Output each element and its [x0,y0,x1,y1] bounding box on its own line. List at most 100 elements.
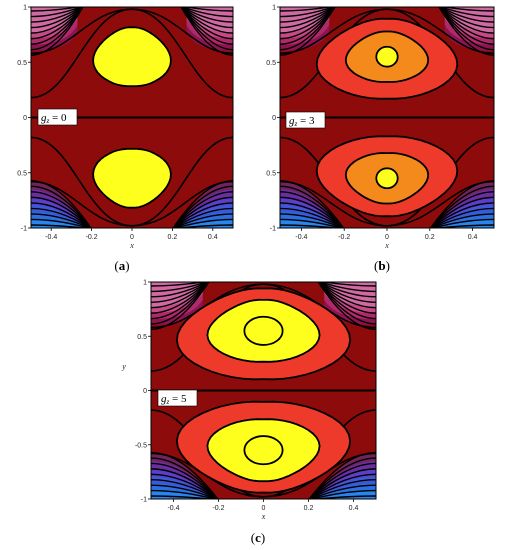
contour-line [309,489,376,499]
contour-panel-b: -0.4 -0.2 0 0.2 0.4 x -1 0.5 0 0.5 1 gz = 3 (b) [266,5,495,273]
contour-line [280,7,334,12]
contour-line [280,7,335,18]
contour-line [317,282,376,309]
y-tick-label: 1 [23,5,27,12]
vortex-core [243,435,284,466]
y-tick-label: 0.5 [266,170,276,177]
contour-line [31,213,92,228]
panel-label: (b) [374,258,390,273]
contour-line [31,224,90,228]
contour-line [280,202,345,228]
contour-line [280,224,342,228]
contour-line [317,282,376,298]
contour-line [151,489,218,499]
x-tick-label: -0.4 [295,234,307,241]
contour-line [318,282,376,293]
x-axis-label: x [384,241,389,250]
y-tick-label: 0.5 [137,334,147,341]
contour-line [429,202,494,228]
contour-line [31,7,84,56]
contour-line [311,495,376,499]
x-tick-label: 0 [385,234,389,241]
annotation-box [37,108,78,126]
plot-area [31,7,233,228]
x-tick-label: -0.2 [212,505,224,512]
vortex-core [92,26,172,88]
contour-line [151,282,209,293]
y-tick-label: -1 [141,497,147,504]
contour-line [280,7,336,56]
x-axis-label: x [261,512,266,521]
contour-line [438,7,494,23]
x-tick-label: 0.2 [304,505,314,512]
contour-line [280,213,344,228]
contour-line [151,282,210,331]
y-tick-label: -1 [270,226,276,233]
contour-line [309,484,376,499]
x-tick-label: -0.2 [338,234,350,241]
contour-line [151,495,216,499]
contour-line [172,196,233,228]
y-axis-label: y [121,362,126,371]
contour-line [151,468,219,499]
gz-annotation: gz = 0 [37,108,78,126]
contour-line [308,479,376,499]
x-tick-label: 0.4 [468,234,478,241]
contour-line [151,484,218,499]
annotation-text: gz = 3 [289,115,315,128]
contour-line [151,473,219,499]
x-tick-label: 0.4 [208,234,218,241]
contour-line [31,207,92,228]
annotation-box [157,389,198,407]
contour-line [439,7,494,18]
annotation-text: gz = 5 [161,393,187,406]
contour-line [31,7,83,18]
contour-line [317,282,376,331]
contour-line [31,8,233,99]
y-tick-label: -0.5 [135,442,147,449]
x-tick-label: 0 [262,505,266,512]
contour-line [280,196,345,228]
contour-line [280,218,344,228]
x-axis-label: x [129,241,134,250]
contour-line [280,7,336,29]
y-tick-label: 0.5 [17,170,27,177]
contour-line [172,202,233,228]
contour-panel-a: -0.4 -0.2 0 0.2 0.4 x -1 0.5 0 0.5 1 gz = 0 (a) [17,5,234,273]
y-tick-label: 0 [23,115,27,122]
vortex-core [375,45,399,68]
contour-line [438,7,494,56]
x-tick-label: 0.2 [168,234,178,241]
contour-line [31,196,92,228]
contour-line [438,7,494,34]
contour-line [440,7,494,12]
y-tick-label: 1 [272,5,276,12]
contour-line [430,213,494,228]
contour-line [280,7,336,23]
y-tick-label: -1 [21,226,27,233]
y-tick-label: 0.5 [266,60,276,67]
contour-line [31,7,84,23]
contour-line [432,224,494,228]
contour-line [31,136,233,227]
contour-line [317,282,376,303]
x-tick-label: -0.4 [167,505,179,512]
contour-line [280,7,336,34]
contour-line [180,7,233,23]
contour-line [31,7,84,29]
contour-line [31,7,82,12]
contour-line [280,8,494,99]
panel-label: (a) [114,258,129,273]
plot-area [280,7,494,228]
contour-line [181,7,233,18]
contour-line [438,7,494,29]
contour-line [174,224,233,228]
contour-line [430,207,494,228]
contour-line [31,202,92,228]
x-tick-label: -0.4 [45,234,57,241]
contour-line [308,473,376,499]
y-tick-label: 1 [143,280,147,287]
contour-line [151,282,210,298]
y-tick-label: 0.5 [17,60,27,67]
gz-annotation: gz = 5 [157,389,198,407]
